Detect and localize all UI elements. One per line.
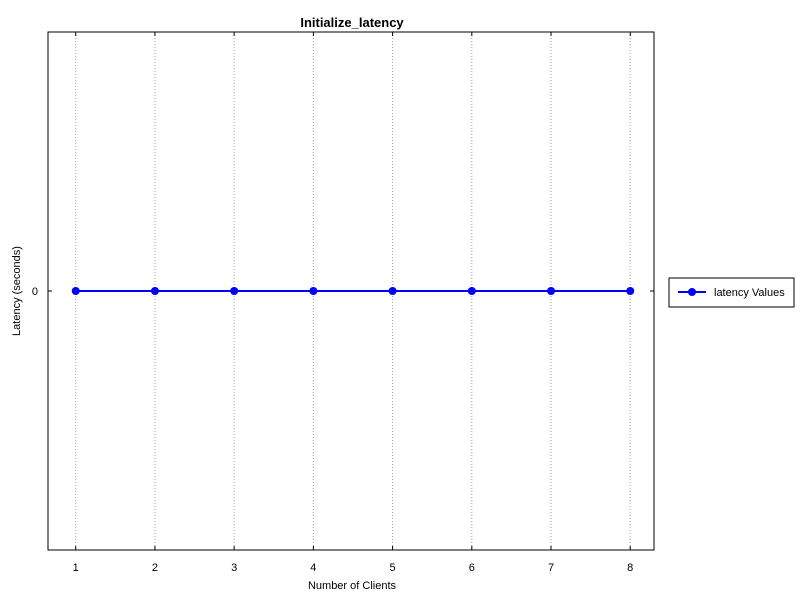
x-tick-label: 4 [310,562,316,574]
x-axis-ticks: 1 2 3 4 5 6 7 8 [73,32,633,574]
data-point [71,287,80,295]
data-point [388,287,397,295]
x-tick-label: 8 [627,562,633,574]
x-tick-label: 2 [152,562,158,574]
legend: latency Values [668,277,795,308]
x-tick-label: 7 [548,562,554,574]
data-point [230,287,239,295]
series-layer [71,287,635,295]
x-axis-label: Number of Clients [308,580,397,592]
x-tick-label: 1 [73,562,79,574]
y-axis-label: Latency (seconds) [11,246,23,336]
data-point [150,287,159,295]
legend-marker-icon [688,288,696,296]
data-point [309,287,318,295]
x-tick-label: 5 [390,562,396,574]
chart-title: Initialize_latency [300,15,404,30]
data-point [626,287,635,295]
data-point [547,287,556,295]
legend-entry-label: latency Values [714,287,785,299]
y-tick-label: 0 [32,286,38,298]
x-tick-label: 6 [469,562,475,574]
x-tick-label: 3 [231,562,237,574]
data-point [467,287,476,295]
y-axis-ticks: 0 [32,286,654,298]
